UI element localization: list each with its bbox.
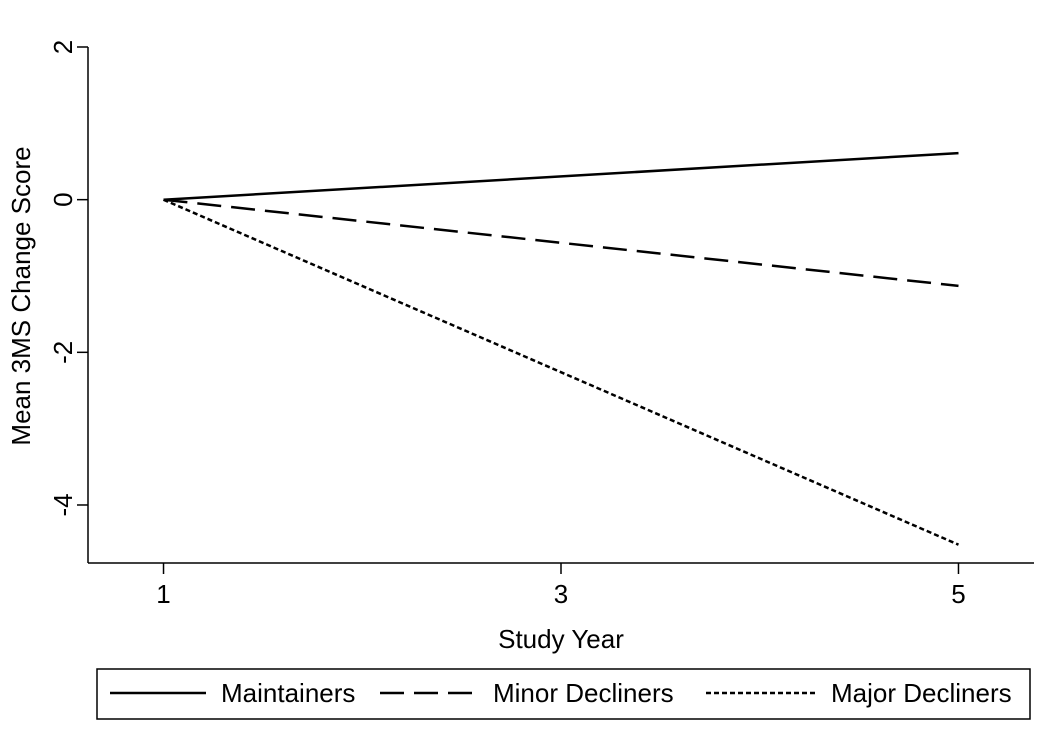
y-tick-label: -2 <box>48 341 78 364</box>
y-tick-label: -4 <box>48 493 78 516</box>
x-tick-label: 1 <box>156 579 170 609</box>
series-line-3 <box>163 198 959 546</box>
legend-label-2: Minor Decliners <box>493 678 674 708</box>
series-line-1 <box>163 151 959 201</box>
legend-label-3: Major Decliners <box>831 678 1012 708</box>
axes: 2 0 -2 -4 1 3 5 <box>48 40 1034 609</box>
series-lines <box>163 151 959 546</box>
x-ticks: 1 3 5 <box>156 563 966 609</box>
legend: Maintainers Minor Decliners Major Decliner… <box>96 668 1031 720</box>
legend-label-1: Maintainers <box>221 678 355 708</box>
y-axis-title: Mean 3MS Change Score <box>6 146 36 445</box>
y-tick-label: 2 <box>48 40 78 54</box>
y-ticks: 2 0 -2 -4 <box>48 40 88 517</box>
x-tick-label: 3 <box>554 579 568 609</box>
x-axis-title: Study Year <box>498 624 624 654</box>
y-tick-label: 0 <box>48 192 78 206</box>
x-tick-label: 5 <box>951 579 965 609</box>
legend-box <box>96 668 1031 720</box>
series-line-2 <box>163 198 959 288</box>
legend-items: Maintainers Minor Decliners Major Decliner… <box>110 678 1012 708</box>
